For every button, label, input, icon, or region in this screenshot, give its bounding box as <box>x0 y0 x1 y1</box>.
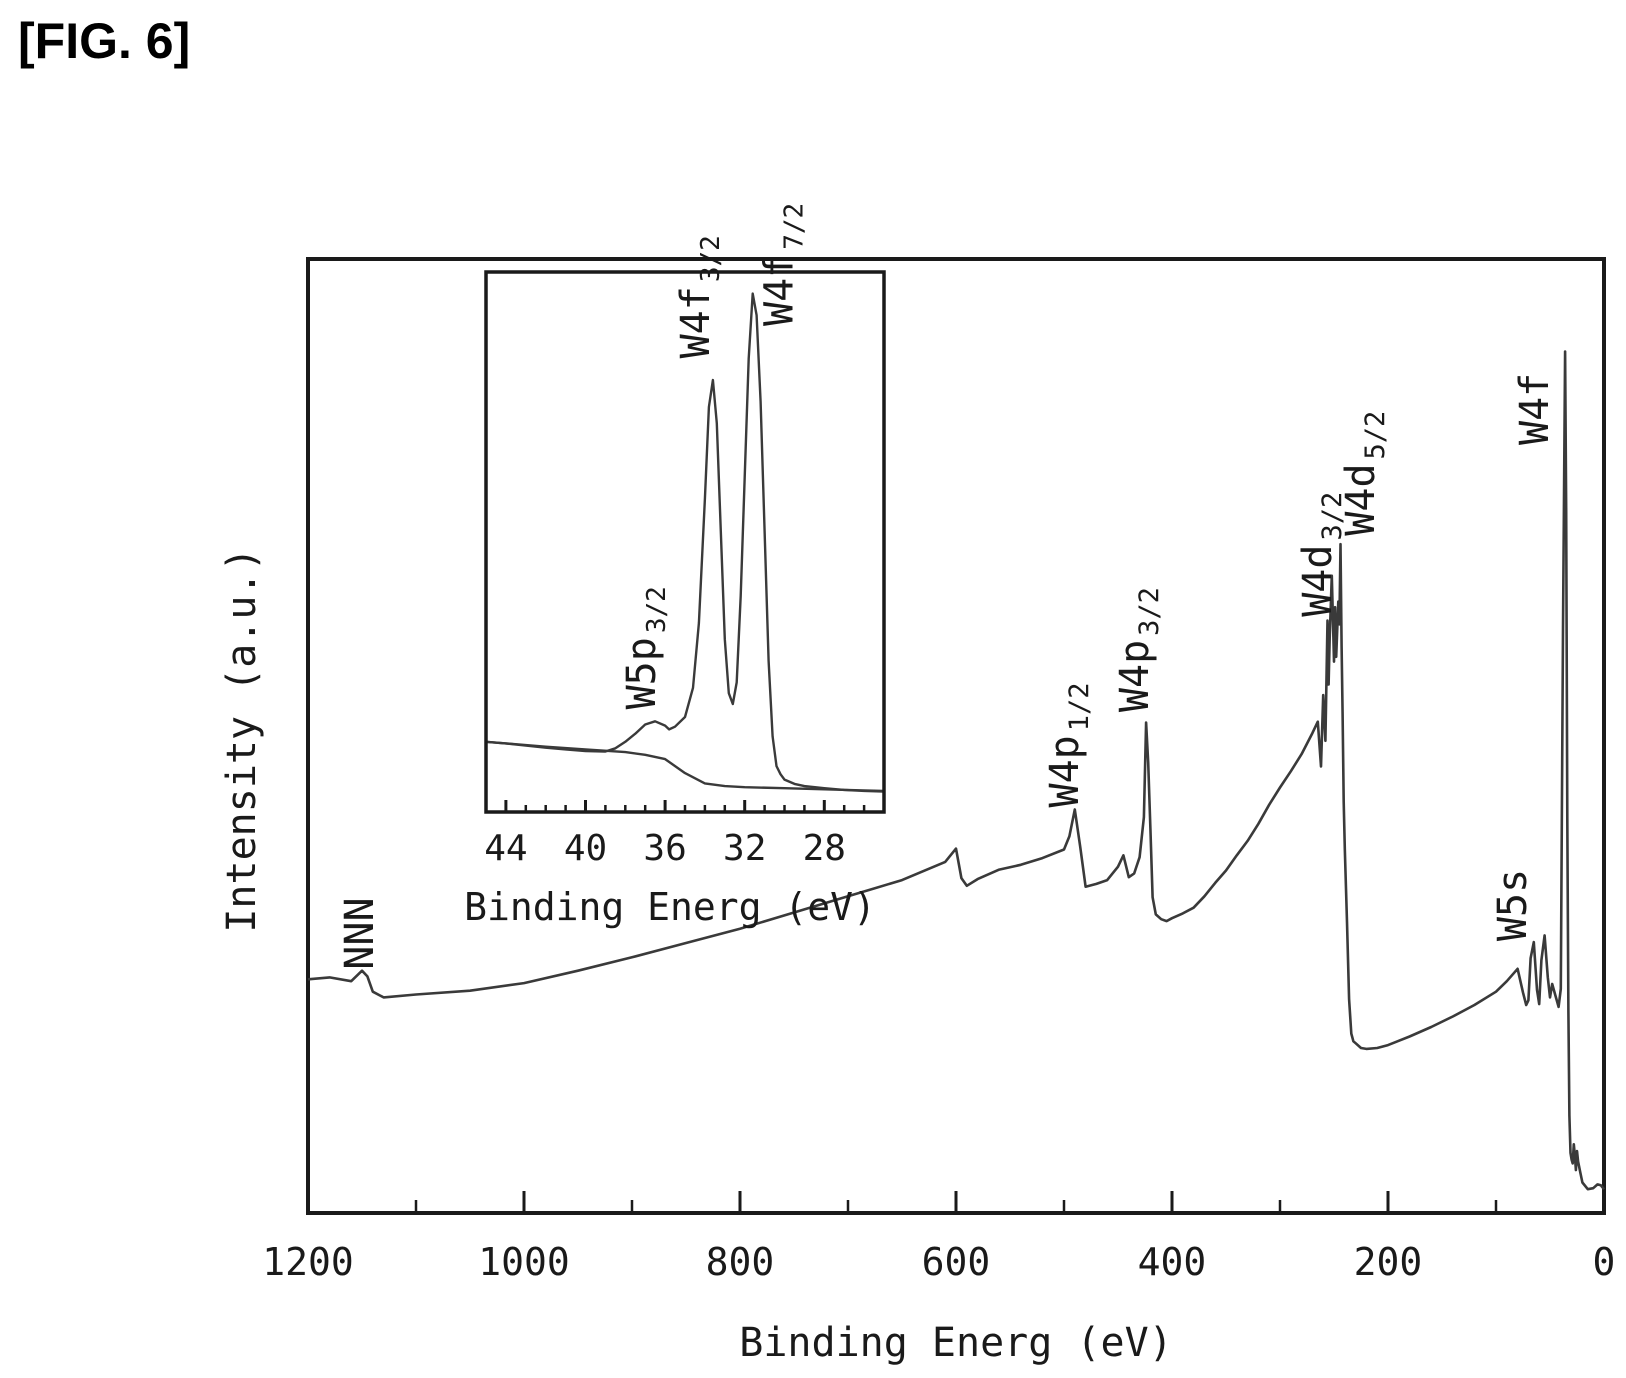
main-x-tick-label: 0 <box>1593 1240 1616 1284</box>
inset-peak-label: W4f7/2 <box>757 203 810 326</box>
inset-plot-area <box>485 292 885 793</box>
inset-x-tick-label: 28 <box>803 828 846 869</box>
main-series-line-0 <box>307 350 1606 1191</box>
figure-label: [FIG. 6] <box>18 13 191 69</box>
main-plot-area <box>307 350 1606 1191</box>
main-x-axis-title: Binding Energ (eV) <box>739 1320 1172 1366</box>
inset-x-tick-label: 40 <box>564 828 607 869</box>
inset-background <box>486 272 884 812</box>
main-x-tick-label: 1200 <box>262 1240 354 1284</box>
main-peak-label: W5s <box>1490 869 1536 941</box>
main-x-tick-label: 600 <box>922 1240 991 1284</box>
main-peak-label: W4d3/2 <box>1295 492 1348 617</box>
inset-peak-label: W4f3/2 <box>673 235 726 358</box>
main-x-tick-label: 200 <box>1354 1240 1423 1284</box>
main-peak-label: W4p3/2 <box>1112 587 1165 712</box>
inset-series-line-0 <box>485 292 885 793</box>
inset-x-ticks: 44 40 36 32 28 <box>484 800 866 869</box>
main-peak-label: NNN <box>337 897 383 969</box>
main-peak-label: W4p1/2 <box>1042 682 1095 807</box>
main-x-tick-label: 1000 <box>478 1240 570 1284</box>
inset-peak-label: W5p3/2 <box>619 586 672 709</box>
main-peak-label: W4f <box>1512 373 1558 445</box>
main-y-axis-title: Intensity (a.u.) <box>219 547 265 932</box>
main-x-tick-label: 400 <box>1138 1240 1207 1284</box>
main-peak-label: W4d5/2 <box>1338 411 1391 536</box>
inset-peak-annotations: W5p3/2 W4f3/2 W4f7/2 <box>619 203 809 710</box>
main-x-tick-label: 800 <box>706 1240 775 1284</box>
inset-x-tick-label: 36 <box>643 828 686 869</box>
inset-x-tick-label: 32 <box>723 828 766 869</box>
main-x-ticks: 1200 1000 800 600 400 200 0 <box>262 1191 1615 1284</box>
inset-series-line-1 <box>485 740 885 793</box>
inset-x-tick-label: 44 <box>484 828 527 869</box>
inset-x-axis-title: Binding Energ (eV) <box>464 885 876 929</box>
